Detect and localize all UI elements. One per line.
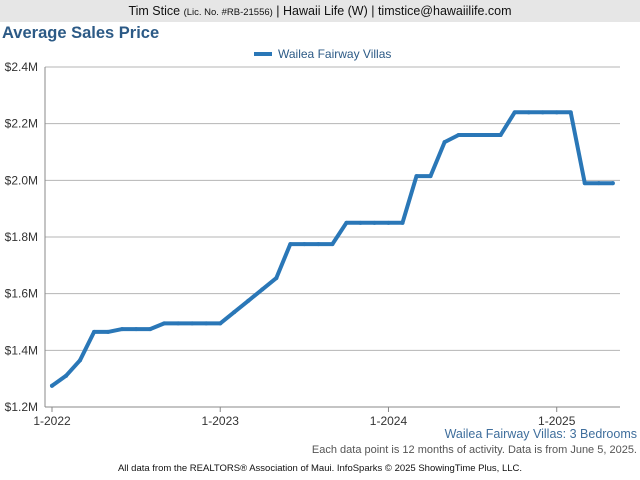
data-point [540,110,545,115]
x-tick-label: 1-2025 [538,414,576,428]
data-point [568,110,573,115]
license-number: (Lic. No. #RB-21556) [183,7,273,18]
data-point [302,242,307,247]
data-point [92,329,97,334]
y-tick-label: $1.6M [5,287,38,301]
data-point [442,140,447,145]
data-point [428,174,433,179]
data-point [64,373,69,378]
data-point [456,133,461,137]
data-point [554,110,559,115]
data-point [78,358,83,363]
data-point [176,321,181,326]
data-point [274,276,279,281]
data-point [204,321,209,326]
company-contact: | Hawaii Life (W) | timstice@hawaiilife.… [276,4,512,18]
x-tick-label: 1-2024 [370,414,408,428]
chart-subtitle: Wailea Fairway Villas: 3 Bedrooms [444,427,637,441]
grid-layer [45,66,620,408]
data-point [120,327,125,332]
data-point [400,220,405,225]
data-point [372,220,377,225]
data-point [50,383,54,388]
data-point [106,329,111,334]
series-line [50,110,615,388]
data-point [162,321,167,326]
data-point [582,181,587,186]
data-point [330,242,335,247]
data-point [526,110,531,115]
x-tick-label: 1-2023 [202,414,240,428]
axis-layer: $1.2M $1.4M $1.6M $1.8M $2.0M $2.2M $2.4M 1-202… [5,60,620,428]
data-point [344,220,349,225]
footer-attribution: All data from the REALTORS® Association … [117,463,523,474]
data-point [246,298,251,303]
y-tick-label: $1.2M [5,400,38,414]
data-point [260,287,265,292]
series-layer [50,110,615,388]
data-point [512,110,517,115]
data-point [414,174,419,179]
data-point [596,181,601,186]
y-tick-label: $2.2M [5,117,38,131]
data-point [148,327,153,332]
legend-label: Wailea Fairway Villas [278,47,391,61]
data-point [316,242,321,247]
data-point [232,310,237,315]
agent-header-bar: Tim Stice (Lic. No. #RB-21556) | Hawaii … [0,0,640,22]
data-point [498,133,503,137]
data-point [358,220,363,225]
data-point [218,321,223,326]
data-point [190,321,195,326]
agent-name: Tim Stice [128,4,181,18]
data-point [288,242,293,247]
chart-title: Average Sales Price [2,24,160,42]
y-tick-label: $1.8M [5,230,38,244]
legend: Wailea Fairway Villas [254,47,391,61]
data-point [470,133,475,137]
x-tick-label: 1-2022 [33,414,71,428]
y-tick-label: $2.0M [5,173,38,187]
data-point [134,327,139,332]
data-point [386,220,391,225]
data-point [610,181,615,186]
data-point [484,133,489,137]
y-tick-label: $1.4M [5,343,38,357]
y-tick-label: $2.4M [5,60,38,74]
data-note: Each data point is 12 months of activity… [311,444,637,456]
